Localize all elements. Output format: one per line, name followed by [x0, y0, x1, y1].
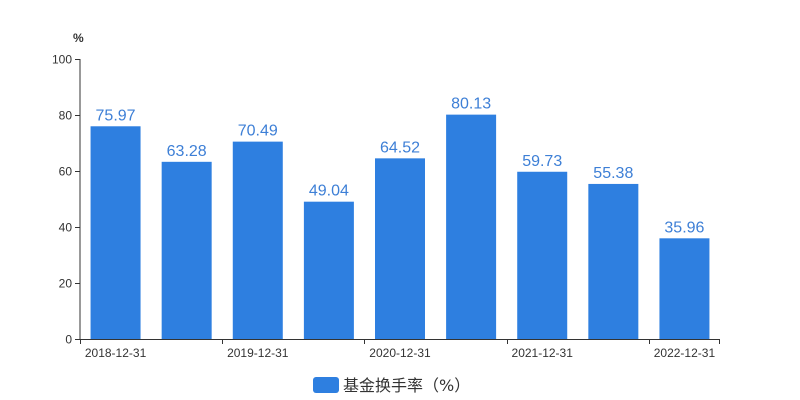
- bar: [659, 238, 710, 339]
- x-tick-label: 2022-12-31: [654, 346, 716, 360]
- bar: [517, 171, 568, 339]
- bar: [375, 158, 425, 339]
- y-tick-label: 60: [59, 165, 73, 179]
- bar-value-label: 70.49: [238, 123, 278, 140]
- y-tick-label: 40: [59, 221, 73, 235]
- bar-value-label: 35.96: [664, 219, 704, 236]
- x-tick-label: 2021-12-31: [512, 346, 574, 360]
- y-tick-label: 20: [59, 277, 73, 291]
- x-tick-label: 2020-12-31: [369, 346, 431, 360]
- legend: 基金换手率（%）: [313, 376, 470, 395]
- y-axis-unit-label: %: [73, 31, 84, 45]
- bar-value-label: 80.13: [451, 96, 491, 113]
- bar-value-label: 63.28: [167, 143, 207, 160]
- y-tick-label: 100: [52, 53, 72, 67]
- bar-series: [90, 114, 710, 339]
- bar: [161, 161, 212, 339]
- bar-value-label: 75.97: [96, 107, 136, 124]
- bar: [588, 183, 639, 339]
- bar-value-label: 59.73: [522, 153, 562, 170]
- bar: [303, 201, 354, 339]
- y-tick-label: 80: [59, 109, 73, 123]
- data-labels: 75.97 63.28 70.49 49.04 64.52 80.13 59.73 55.38…: [96, 96, 705, 237]
- x-tick-label: 2018-12-31: [85, 346, 147, 360]
- x-tick-label: 2019-12-31: [227, 346, 289, 360]
- legend-label: 基金换手率（%）: [343, 376, 470, 395]
- bar: [90, 126, 141, 339]
- bar-value-label: 55.38: [593, 165, 633, 182]
- bar-value-label: 49.04: [309, 183, 349, 200]
- bar: [446, 114, 497, 339]
- legend-swatch: [313, 377, 339, 393]
- x-axis: 2018-12-31 2019-12-31 2020-12-31 2021-12-31…: [80, 339, 720, 360]
- bar: [232, 141, 283, 339]
- y-tick-label: 0: [65, 333, 72, 347]
- y-axis: 0 20 40 60 80 100: [52, 53, 81, 347]
- bar-value-label: 64.52: [380, 139, 420, 156]
